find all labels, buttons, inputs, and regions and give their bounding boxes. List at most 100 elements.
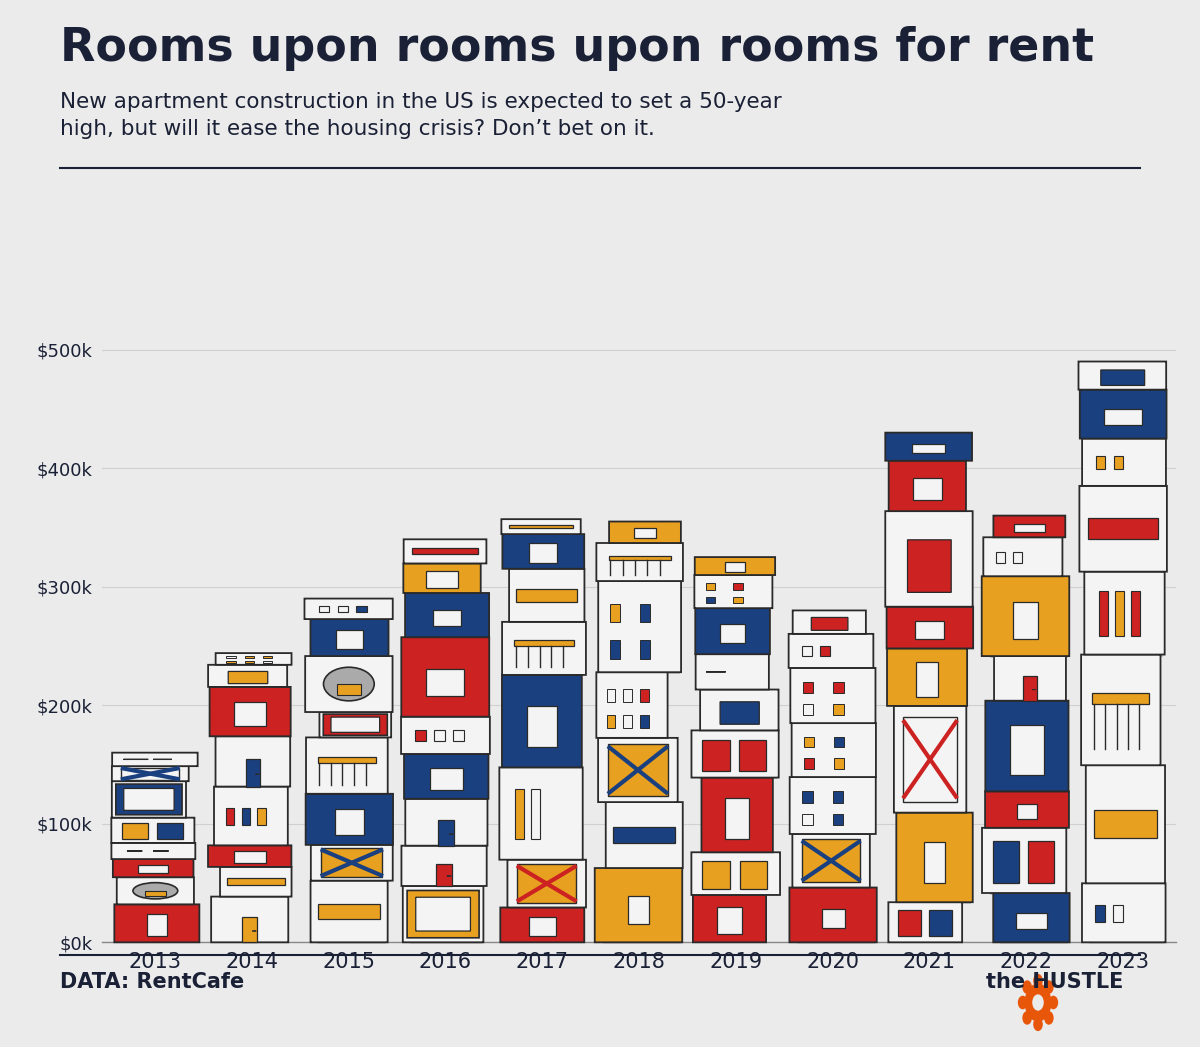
Circle shape — [1049, 996, 1058, 1009]
FancyBboxPatch shape — [508, 860, 586, 908]
FancyBboxPatch shape — [116, 877, 194, 905]
Bar — [902, 716, 958, 802]
Bar — [234, 703, 266, 727]
FancyBboxPatch shape — [311, 845, 392, 881]
Bar — [415, 731, 426, 741]
Bar — [608, 744, 667, 796]
Bar — [312, 599, 391, 620]
FancyBboxPatch shape — [1080, 389, 1166, 439]
Bar — [893, 433, 971, 462]
FancyBboxPatch shape — [691, 852, 780, 895]
FancyBboxPatch shape — [695, 608, 770, 654]
Bar — [508, 909, 583, 943]
Bar — [454, 731, 463, 741]
Bar — [834, 737, 845, 748]
FancyBboxPatch shape — [116, 784, 182, 815]
FancyBboxPatch shape — [985, 700, 1068, 792]
Bar — [1014, 525, 1045, 532]
FancyBboxPatch shape — [208, 665, 287, 687]
FancyBboxPatch shape — [1085, 572, 1165, 654]
FancyBboxPatch shape — [596, 672, 667, 738]
FancyBboxPatch shape — [402, 846, 487, 886]
Bar — [1000, 894, 1068, 943]
Bar — [145, 891, 166, 896]
Ellipse shape — [133, 883, 178, 899]
FancyBboxPatch shape — [994, 893, 1069, 942]
Bar — [413, 800, 486, 847]
FancyBboxPatch shape — [401, 638, 490, 717]
Bar — [409, 847, 485, 887]
Circle shape — [1033, 974, 1043, 987]
Bar — [318, 846, 391, 882]
Bar — [1096, 456, 1105, 469]
FancyBboxPatch shape — [889, 461, 966, 511]
Bar — [613, 804, 682, 870]
Bar — [318, 904, 380, 919]
Bar — [1104, 409, 1142, 425]
Bar — [904, 815, 971, 905]
FancyBboxPatch shape — [888, 903, 962, 942]
Bar — [700, 732, 778, 779]
FancyBboxPatch shape — [599, 581, 682, 672]
Bar — [604, 544, 682, 582]
Bar — [510, 535, 583, 570]
FancyBboxPatch shape — [983, 537, 1062, 576]
Bar — [708, 779, 772, 854]
Bar — [701, 576, 772, 609]
Bar — [913, 477, 942, 499]
FancyBboxPatch shape — [228, 671, 268, 684]
Text: New apartment construction in the US is expected to set a 50-year
high, but will: New apartment construction in the US is … — [60, 92, 781, 139]
FancyBboxPatch shape — [503, 534, 584, 569]
FancyBboxPatch shape — [894, 706, 966, 812]
FancyBboxPatch shape — [696, 654, 769, 690]
Bar — [409, 639, 487, 718]
FancyBboxPatch shape — [311, 881, 388, 942]
FancyBboxPatch shape — [306, 794, 394, 845]
Bar — [608, 556, 671, 560]
FancyBboxPatch shape — [220, 867, 292, 896]
FancyBboxPatch shape — [994, 656, 1066, 700]
FancyBboxPatch shape — [403, 886, 484, 942]
FancyBboxPatch shape — [610, 521, 680, 543]
FancyBboxPatch shape — [691, 731, 779, 778]
Bar — [1016, 913, 1046, 929]
Bar — [335, 809, 364, 834]
Bar — [640, 604, 650, 622]
Bar — [700, 896, 764, 943]
Bar — [640, 641, 650, 659]
Bar — [120, 753, 196, 766]
Bar — [924, 842, 944, 883]
FancyBboxPatch shape — [124, 788, 174, 810]
Circle shape — [1025, 983, 1051, 1022]
FancyBboxPatch shape — [112, 781, 186, 818]
Bar — [263, 661, 272, 663]
FancyBboxPatch shape — [323, 714, 388, 735]
FancyBboxPatch shape — [403, 539, 486, 563]
Bar — [1090, 885, 1164, 943]
Bar — [122, 906, 198, 943]
FancyBboxPatch shape — [811, 618, 848, 630]
Bar — [412, 540, 485, 564]
Bar — [803, 646, 812, 656]
Bar — [1115, 591, 1123, 637]
Bar — [1013, 602, 1038, 639]
Bar — [337, 684, 360, 695]
Bar — [245, 661, 254, 663]
FancyBboxPatch shape — [700, 690, 779, 731]
FancyBboxPatch shape — [790, 888, 877, 942]
Bar — [833, 704, 844, 715]
Bar — [990, 538, 1061, 577]
FancyBboxPatch shape — [1082, 884, 1165, 942]
FancyBboxPatch shape — [401, 717, 490, 754]
Circle shape — [1044, 980, 1054, 994]
FancyBboxPatch shape — [319, 712, 391, 737]
FancyBboxPatch shape — [1081, 654, 1160, 765]
Bar — [610, 604, 620, 622]
Bar — [700, 853, 779, 896]
Bar — [802, 840, 860, 883]
Bar — [996, 552, 1006, 562]
Text: Rooms upon rooms upon rooms for rent: Rooms upon rooms upon rooms for rent — [60, 26, 1094, 71]
FancyBboxPatch shape — [407, 890, 479, 938]
Bar — [426, 669, 464, 695]
FancyBboxPatch shape — [500, 908, 584, 942]
